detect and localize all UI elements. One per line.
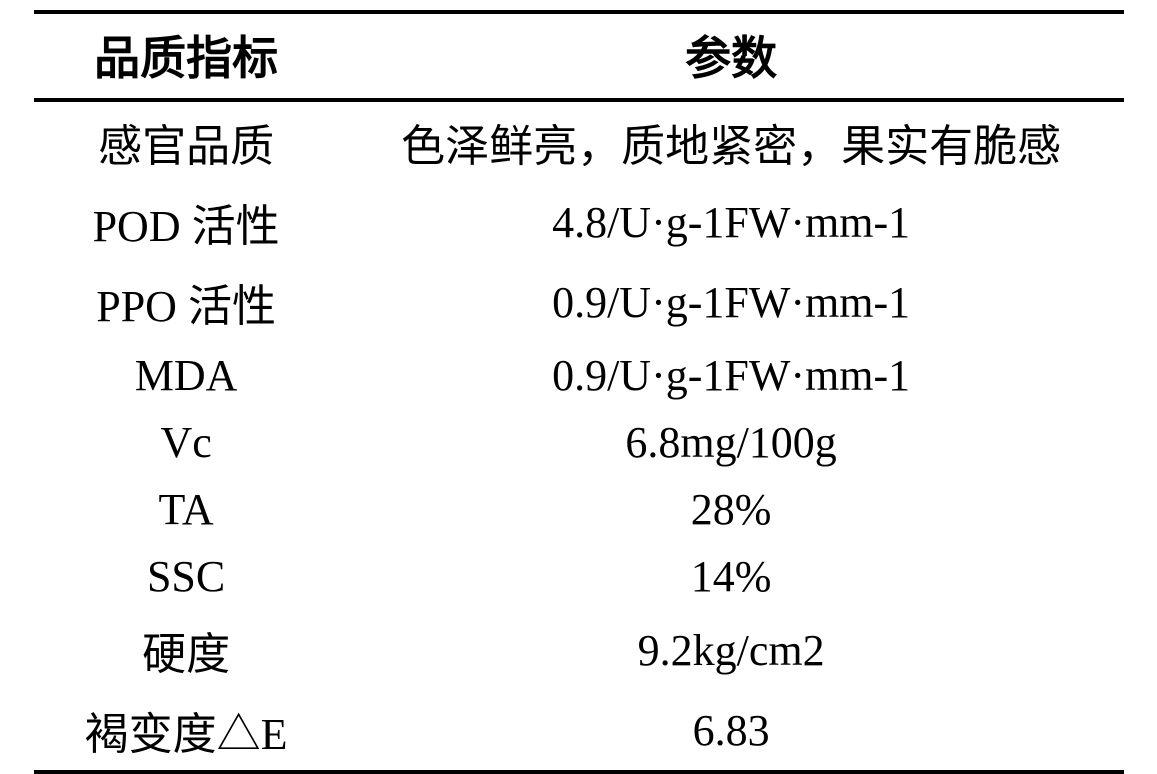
table-row: TA 28% bbox=[34, 476, 1124, 543]
table-row: POD 活性 4.8/U·g-1FW·mm-1 bbox=[34, 182, 1124, 262]
table-row: 硬度 9.2kg/cm2 bbox=[34, 610, 1124, 690]
quality-table: 品质指标 参数 感官品质 色泽鲜亮，质地紧密，果实有脆感 POD 活性 4.8/… bbox=[34, 10, 1124, 774]
header-indicator: 品质指标 bbox=[34, 12, 339, 100]
table-row: MDA 0.9/U·g-1FW·mm-1 bbox=[34, 342, 1124, 409]
cell-value: 6.83 bbox=[339, 690, 1124, 772]
cell-value: 28% bbox=[339, 476, 1124, 543]
table-row: 感官品质 色泽鲜亮，质地紧密，果实有脆感 bbox=[34, 100, 1124, 182]
cell-indicator: POD 活性 bbox=[34, 182, 339, 262]
header-parameter: 参数 bbox=[339, 12, 1124, 100]
table-row: 褐变度△E 6.83 bbox=[34, 690, 1124, 772]
table-row: SSC 14% bbox=[34, 543, 1124, 610]
cell-value: 0.9/U·g-1FW·mm-1 bbox=[339, 342, 1124, 409]
cell-indicator: SSC bbox=[34, 543, 339, 610]
table-header-row: 品质指标 参数 bbox=[34, 12, 1124, 100]
cell-indicator: 硬度 bbox=[34, 610, 339, 690]
cell-value: 0.9/U·g-1FW·mm-1 bbox=[339, 262, 1124, 342]
cell-indicator: 感官品质 bbox=[34, 100, 339, 182]
quality-table-container: 品质指标 参数 感官品质 色泽鲜亮，质地紧密，果实有脆感 POD 活性 4.8/… bbox=[34, 10, 1124, 774]
cell-indicator: Vc bbox=[34, 409, 339, 476]
table-row: PPO 活性 0.9/U·g-1FW·mm-1 bbox=[34, 262, 1124, 342]
cell-value: 6.8mg/100g bbox=[339, 409, 1124, 476]
cell-value: 色泽鲜亮，质地紧密，果实有脆感 bbox=[339, 100, 1124, 182]
cell-indicator: MDA bbox=[34, 342, 339, 409]
cell-indicator: 褐变度△E bbox=[34, 690, 339, 772]
cell-value: 14% bbox=[339, 543, 1124, 610]
cell-value: 4.8/U·g-1FW·mm-1 bbox=[339, 182, 1124, 262]
table-row: Vc 6.8mg/100g bbox=[34, 409, 1124, 476]
cell-indicator: PPO 活性 bbox=[34, 262, 339, 342]
cell-value: 9.2kg/cm2 bbox=[339, 610, 1124, 690]
cell-indicator: TA bbox=[34, 476, 339, 543]
